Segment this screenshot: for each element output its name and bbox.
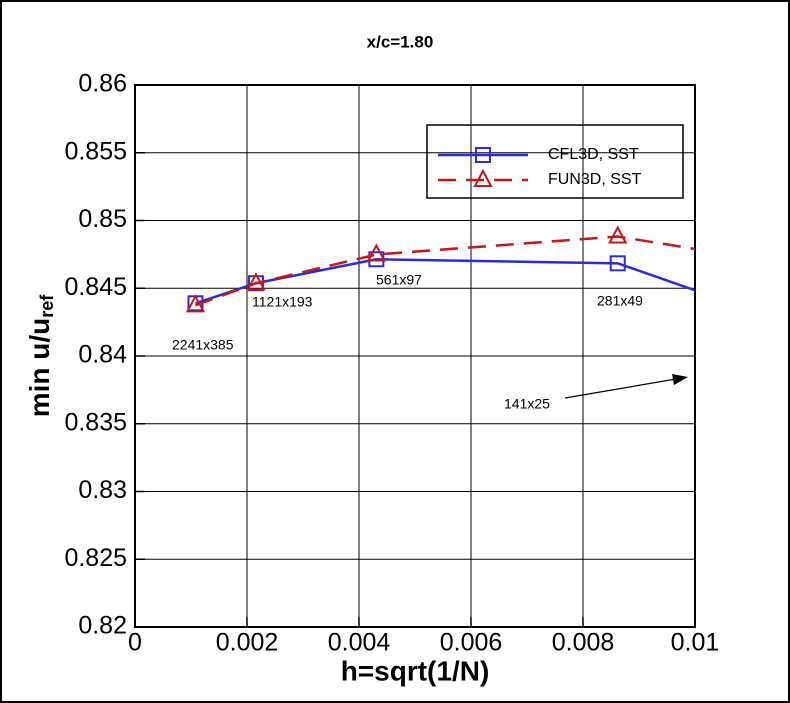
legend-label: FUN3D, SST [548,171,642,188]
legend-box [426,124,684,199]
series-line [195,235,695,307]
annotation: 141x25 [504,396,550,412]
y-tick-label: 0.83 [78,476,127,504]
annotation: 281x49 [597,293,643,309]
plot-area [185,225,695,313]
marker [609,255,626,272]
y-tick-label: 0.835 [64,408,127,436]
marker [366,243,387,262]
plot-border [134,84,696,628]
chart-title: x/c=1.80 [367,32,434,51]
marker [185,294,206,313]
y-axis-label: min u/uref [24,294,56,418]
y-tick-label: 0.82 [78,612,127,640]
legend-label: CFL3D, SST [548,146,639,163]
x-axis-label: h=sqrt(1/N) [341,655,490,686]
x-tick-label: 0.008 [552,629,615,657]
y-tick-label: 0.84 [78,341,127,369]
x-tick-label: 0.006 [440,629,503,657]
arrow-head [672,374,688,385]
y-label-main: min u/u [24,318,55,418]
marker [608,225,628,244]
annotation-arrow [564,378,677,399]
y-tick-label: 0.855 [64,137,127,165]
marker [246,272,266,291]
marker [475,147,491,163]
annotation: 2241x385 [172,337,234,353]
annotation: 561x97 [376,272,422,288]
x-tick-label: 0.01 [671,629,720,657]
y-label-sub: ref [37,294,57,318]
y-tick-label: 0.825 [64,544,127,572]
x-tick-label: 0.004 [328,629,391,657]
y-tick-label: 0.86 [78,70,127,98]
annotation: 1121x193 [252,294,313,310]
y-tick-label: 0.85 [78,205,127,233]
x-tick-label: 0 [128,629,142,657]
y-tick-label: 0.845 [64,273,127,301]
x-tick-label: 0.002 [216,629,279,657]
marker [473,168,493,187]
